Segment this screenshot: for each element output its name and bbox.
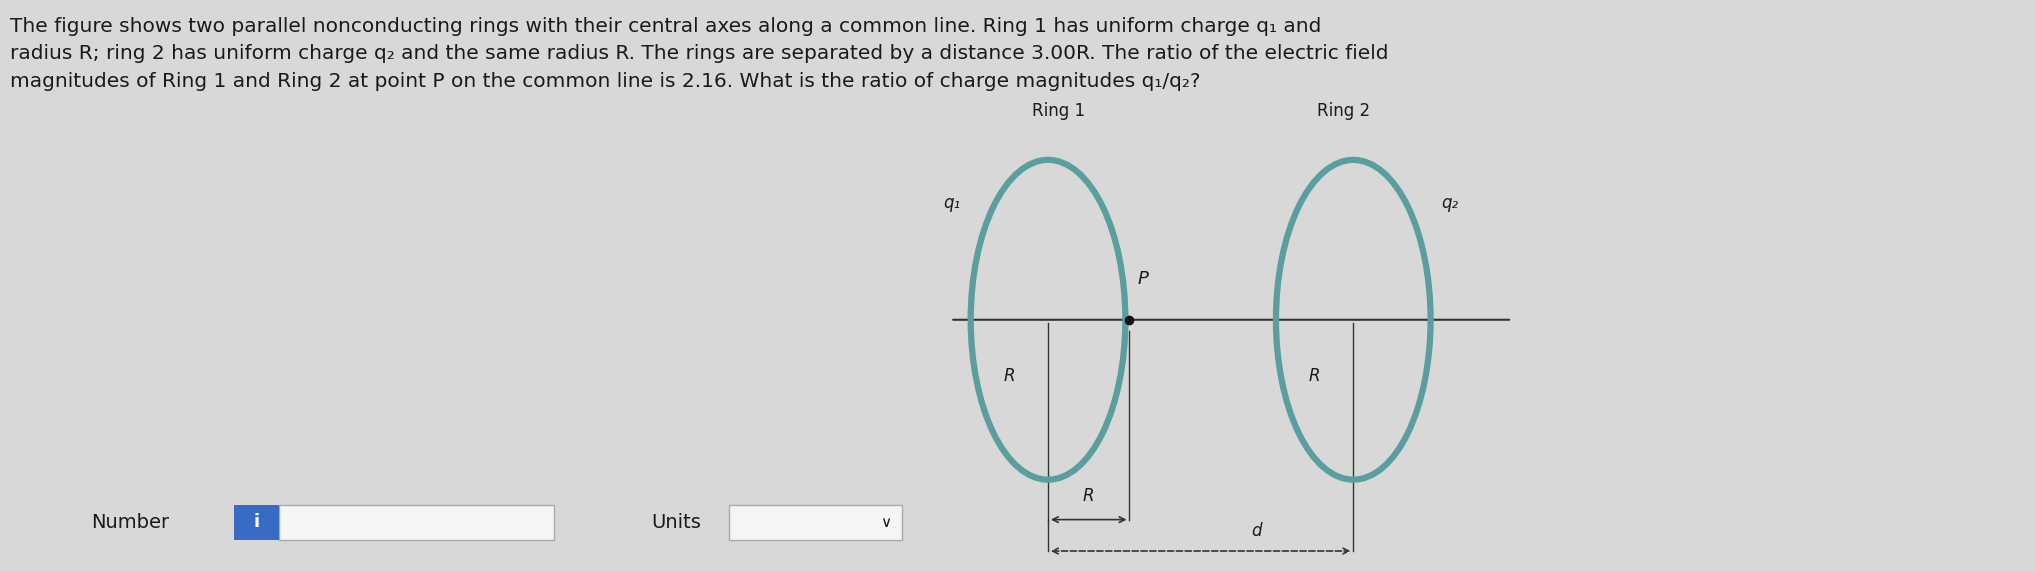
Text: Number: Number — [92, 513, 169, 532]
Text: P: P — [1138, 270, 1148, 288]
Text: d: d — [1252, 521, 1262, 540]
Text: R: R — [1003, 367, 1015, 385]
Text: R: R — [1309, 367, 1321, 385]
Text: Units: Units — [651, 513, 702, 532]
Text: Ring 2: Ring 2 — [1317, 102, 1370, 120]
Text: q₂: q₂ — [1441, 194, 1457, 212]
Text: ∨: ∨ — [879, 515, 891, 530]
Text: R: R — [1083, 487, 1095, 505]
Text: Ring 1: Ring 1 — [1032, 102, 1085, 120]
FancyBboxPatch shape — [234, 505, 279, 540]
Text: q₁: q₁ — [944, 194, 961, 212]
FancyBboxPatch shape — [279, 505, 554, 540]
Text: The figure shows two parallel nonconducting rings with their central axes along : The figure shows two parallel nonconduct… — [10, 17, 1388, 91]
FancyBboxPatch shape — [729, 505, 902, 540]
Text: i: i — [252, 513, 260, 532]
